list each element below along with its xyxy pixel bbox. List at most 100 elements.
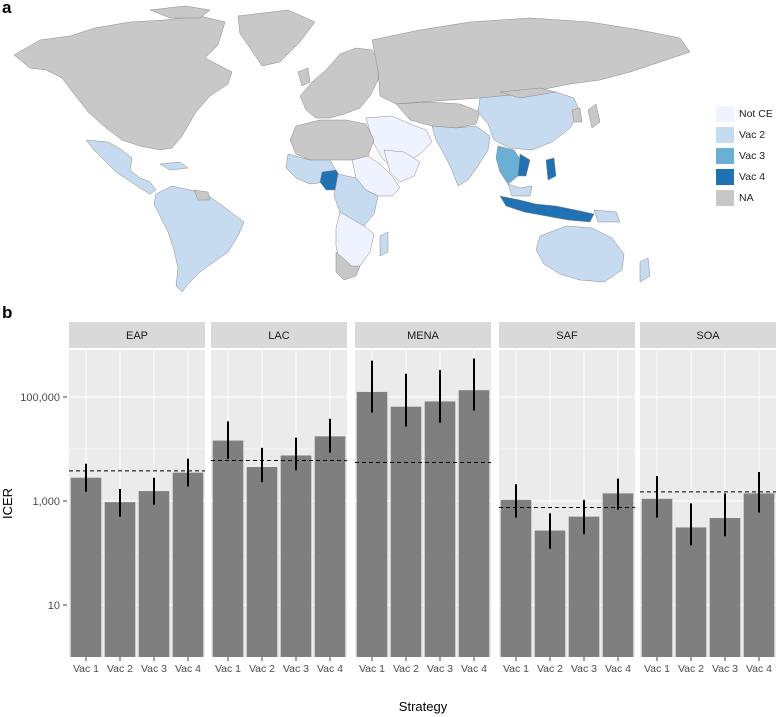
map-central-africa	[333, 173, 379, 227]
map-china	[477, 91, 581, 151]
facet-strip	[211, 322, 347, 348]
bar	[500, 499, 532, 657]
panel-label-b: b	[2, 303, 13, 322]
map-cuba	[159, 161, 189, 171]
y-tick-label: 1,000	[32, 496, 60, 508]
x-tick-label: Vac 4	[461, 663, 487, 675]
x-tick-label: Vac 2	[537, 663, 563, 675]
legend-item: Vac 4	[715, 166, 777, 187]
map-indonesia	[499, 195, 595, 223]
bar	[602, 493, 634, 657]
map-arabia	[383, 149, 421, 183]
legend-item: NA	[715, 187, 777, 208]
x-tick-label: Vac 1	[503, 663, 529, 675]
bar	[172, 472, 204, 657]
legend-item: Vac 3	[715, 145, 777, 166]
bar	[356, 391, 388, 657]
facet-strip	[355, 322, 491, 348]
facet-label: EAP	[126, 330, 148, 342]
x-tick-label: Vac 2	[678, 663, 704, 675]
x-tick-label: Vac 4	[317, 663, 343, 675]
map-legend: Not CE Vac 2 Vac 3 Vac 4 NA	[715, 103, 777, 208]
legend-label: Vac 4	[739, 170, 766, 183]
x-tick-label: Vac 3	[571, 663, 597, 675]
x-tick-label: Vac 3	[141, 663, 167, 675]
map-guianas	[193, 189, 211, 201]
map-malaysia	[507, 183, 533, 197]
map-mongolia	[499, 87, 557, 99]
facet-label: SAF	[556, 330, 578, 342]
bar	[138, 491, 170, 657]
facet-strip	[499, 322, 635, 348]
map-madagascar	[379, 231, 389, 257]
x-tick-label: Vac 2	[393, 663, 419, 675]
bar	[104, 502, 136, 657]
x-tick-label: Vac 3	[427, 663, 453, 675]
world-map	[0, 0, 700, 300]
x-tick-label: Vac 3	[712, 663, 738, 675]
facet-strip	[640, 322, 776, 348]
legend-label: Vac 3	[739, 149, 766, 162]
x-tick-label: Vac 1	[215, 663, 241, 675]
map-australia	[535, 225, 625, 283]
bar	[534, 530, 566, 657]
panel-label-a: a	[2, 0, 12, 17]
map-vietnam	[517, 153, 531, 177]
legend-swatch	[715, 188, 735, 207]
bar	[246, 467, 278, 657]
x-tick-label: Vac 2	[249, 663, 275, 675]
facet-label: SOA	[696, 330, 720, 342]
x-tick-label: Vac 4	[175, 663, 201, 675]
map-japan	[587, 103, 601, 129]
x-tick-label: Vac 4	[746, 663, 772, 675]
bar	[390, 406, 422, 657]
map-south-america	[153, 185, 245, 293]
x-axis-label: Strategy	[399, 699, 448, 714]
bar	[709, 518, 741, 657]
legend-swatch	[715, 146, 735, 165]
map-indochina	[495, 145, 523, 185]
map-philippines	[545, 157, 557, 181]
bar	[743, 493, 775, 657]
x-tick-label: Vac 4	[605, 663, 631, 675]
bar	[458, 390, 490, 657]
legend-swatch	[715, 125, 735, 144]
map-papua	[593, 209, 621, 223]
map-uk	[297, 67, 311, 87]
facet-strip	[69, 322, 205, 348]
legend-label: Vac 2	[739, 128, 766, 141]
bar	[314, 436, 346, 657]
world-map-svg	[13, 5, 691, 293]
bar	[675, 527, 707, 657]
facet-label: MENA	[407, 330, 439, 342]
map-new-zealand	[639, 257, 651, 283]
map-north-america	[13, 15, 233, 151]
x-tick-label: Vac 1	[359, 663, 385, 675]
facet-label: LAC	[268, 330, 289, 342]
bar	[70, 477, 102, 657]
bar	[212, 440, 244, 657]
legend-label: NA	[739, 191, 754, 204]
y-tick-label: 10	[48, 600, 60, 612]
legend-item: Not CE	[715, 103, 777, 124]
map-middle-east	[365, 115, 433, 169]
legend-item: Vac 2	[715, 124, 777, 145]
y-tick-label: 100,000	[20, 392, 60, 404]
legend-label: Not CE	[739, 107, 773, 120]
map-europe	[299, 47, 381, 119]
bar	[568, 516, 600, 657]
map-south-africa	[335, 251, 361, 281]
map-arctic-islands	[149, 5, 211, 19]
icer-chart: 10 1,000 100,000 ICER Strategy EAP Vac 1 Vac 2 V…	[0, 322, 776, 714]
bar	[641, 498, 673, 657]
bar	[424, 401, 456, 657]
map-north-africa	[289, 119, 375, 161]
y-axis-label: ICER	[0, 488, 15, 519]
x-tick-label: Vac 3	[283, 663, 309, 675]
x-tick-label: Vac 2	[107, 663, 133, 675]
map-mexico	[85, 139, 157, 195]
legend-swatch	[715, 167, 735, 186]
x-tick-label: Vac 1	[73, 663, 99, 675]
map-korea	[571, 107, 583, 123]
map-central-asia	[395, 101, 481, 129]
